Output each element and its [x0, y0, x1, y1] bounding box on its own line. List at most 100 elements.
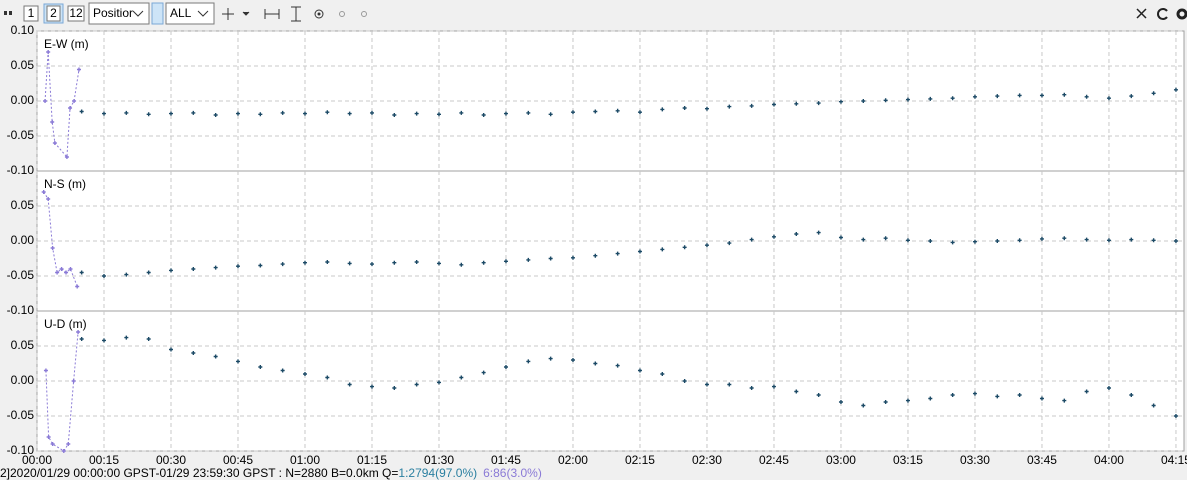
data-point — [1017, 93, 1022, 98]
data-point — [1062, 92, 1067, 97]
plot-2-button[interactable]: 2 — [50, 6, 57, 20]
data-point — [838, 99, 843, 104]
y-tick-label: -0.10 — [7, 303, 35, 317]
x-tick-label: 00:15 — [89, 453, 119, 467]
center-icon[interactable] — [222, 8, 234, 20]
y-tick-label: -0.05 — [7, 408, 35, 422]
fix-icon[interactable] — [339, 11, 345, 17]
data-point — [928, 239, 933, 243]
data-point — [526, 257, 531, 262]
dropdown-arrow[interactable] — [242, 11, 250, 16]
plot-type-select[interactable] — [88, 2, 150, 25]
data-point — [526, 359, 531, 364]
x-tick-label: 03:15 — [893, 453, 923, 467]
settings-button[interactable] — [1176, 8, 1187, 20]
data-point — [861, 403, 866, 408]
data-point — [50, 246, 55, 250]
series-line — [44, 51, 80, 159]
data-point — [280, 262, 285, 267]
data-point — [68, 106, 73, 110]
data-point — [749, 103, 754, 108]
show-track-icon[interactable] — [314, 9, 324, 19]
y-tick-label: -0.10 — [7, 443, 35, 457]
data-point — [43, 99, 48, 103]
button-frame[interactable] — [67, 5, 85, 22]
data-point — [72, 99, 77, 103]
toolbar-grip — [4, 11, 7, 15]
data-point — [682, 379, 687, 383]
data-point — [637, 110, 642, 115]
data-point — [794, 232, 799, 236]
satellite-select[interactable] — [165, 2, 215, 25]
data-point — [838, 235, 843, 240]
data-point — [548, 112, 553, 117]
data-point — [61, 449, 66, 453]
data-point — [1084, 389, 1089, 394]
status-fix: 1:2794(97.0%) — [398, 466, 477, 480]
toolbar: 1 2 12 Positior ALL — [4, 2, 1187, 25]
data-point — [50, 120, 55, 124]
data-point — [1084, 237, 1089, 242]
data-point — [436, 261, 441, 266]
data-point — [816, 230, 821, 235]
data-point — [928, 396, 933, 401]
data-point — [325, 375, 330, 380]
data-point — [1017, 238, 1022, 243]
status-bar: 2]2020/01/29 00:00:00 GPST-01/29 23:59:3… — [0, 466, 542, 480]
data-point — [615, 251, 620, 256]
data-point — [52, 141, 57, 145]
float-icon[interactable] — [361, 11, 367, 17]
data-point — [46, 50, 51, 54]
x-tick-label: 02:15 — [625, 453, 655, 467]
data-point — [46, 197, 51, 201]
plot-1-button[interactable]: 1 — [28, 6, 35, 20]
panel-title: E-W (m) — [44, 37, 89, 51]
data-point — [64, 155, 69, 159]
data-point — [481, 113, 486, 117]
data-point — [838, 400, 843, 404]
data-point — [1039, 93, 1044, 98]
data-point — [325, 110, 330, 115]
data-point — [861, 99, 866, 103]
data-point — [905, 97, 910, 102]
data-point — [548, 256, 553, 261]
reload-button[interactable] — [1157, 8, 1168, 20]
data-point — [503, 365, 508, 369]
data-point — [280, 368, 285, 373]
data-point — [816, 101, 821, 106]
button-frame[interactable] — [23, 5, 39, 22]
clear-button[interactable] — [1136, 8, 1147, 19]
data-point — [146, 337, 151, 341]
data-point — [727, 382, 732, 387]
data-point — [168, 347, 173, 352]
data-point — [436, 112, 441, 117]
data-point — [459, 110, 464, 115]
data-point — [302, 111, 307, 116]
data-point — [704, 106, 709, 111]
data-point — [50, 442, 55, 446]
data-point — [280, 110, 285, 115]
data-point — [76, 67, 81, 72]
plot-12-button[interactable]: 12 — [69, 6, 83, 20]
data-point — [213, 113, 218, 117]
data-point — [258, 263, 263, 268]
data-point — [1151, 238, 1156, 243]
data-point — [526, 110, 531, 115]
data-point — [347, 261, 352, 266]
data-point — [794, 389, 799, 394]
fit-horizontal-icon[interactable] — [264, 9, 280, 19]
data-point — [1129, 94, 1134, 99]
x-tick-label: 02:00 — [558, 453, 588, 467]
data-point — [660, 107, 665, 112]
data-point — [1106, 96, 1111, 101]
data-point — [570, 110, 575, 115]
data-point — [570, 255, 575, 260]
data-point — [347, 111, 352, 116]
y-tick-label: -0.05 — [7, 128, 35, 142]
fit-vertical-icon[interactable] — [291, 6, 301, 22]
data-point — [727, 241, 732, 246]
y-tick-label: 0.05 — [11, 58, 35, 72]
data-point — [392, 260, 397, 265]
x-tick-label: 02:30 — [692, 453, 722, 467]
